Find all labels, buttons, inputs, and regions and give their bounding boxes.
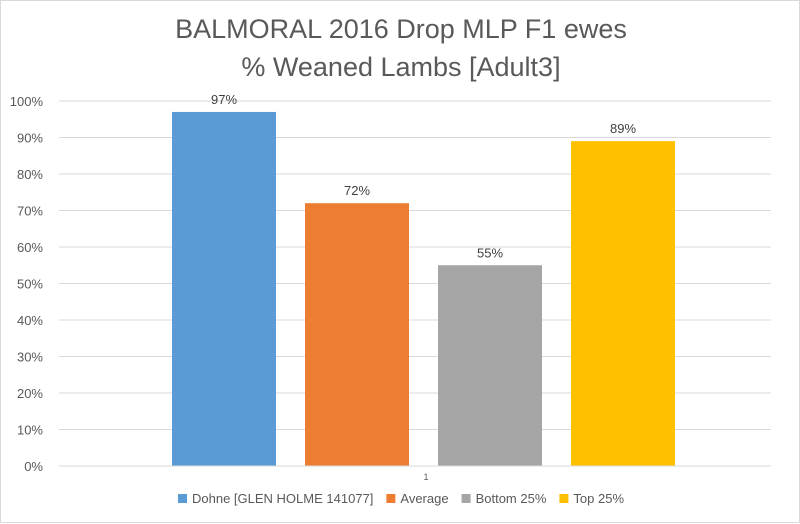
y-tick-label: 30% bbox=[17, 350, 43, 365]
legend-item: Dohne [GLEN HOLME 141077] bbox=[178, 491, 373, 506]
bar-average bbox=[305, 203, 409, 466]
data-label: 97% bbox=[211, 92, 237, 107]
y-tick-label: 50% bbox=[17, 277, 43, 292]
y-tick-label: 20% bbox=[17, 386, 43, 401]
data-labels: 97% 72% 55% 89% bbox=[211, 92, 636, 260]
bar-bottom-25 bbox=[438, 265, 542, 466]
legend-label: Average bbox=[400, 491, 448, 506]
y-axis-ticks: 0% 10% 20% 30% 40% 50% 60% 70% 80% 90% 100% bbox=[10, 94, 44, 474]
legend-swatch bbox=[386, 494, 396, 503]
bars bbox=[172, 111, 675, 466]
y-tick-label: 40% bbox=[17, 313, 43, 328]
legend-label: Dohne [GLEN HOLME 141077] bbox=[192, 491, 373, 506]
legend-swatch bbox=[178, 494, 187, 503]
y-tick-label: 0% bbox=[24, 459, 43, 474]
bar-top-25 bbox=[571, 141, 675, 466]
y-tick-label: 60% bbox=[17, 240, 43, 255]
legend-swatch bbox=[559, 494, 569, 503]
legend-item: Top 25% bbox=[559, 491, 624, 506]
legend-label: Bottom 25% bbox=[476, 491, 547, 506]
y-tick-label: 80% bbox=[17, 167, 43, 182]
y-tick-label: 10% bbox=[17, 423, 43, 438]
chart-title: BALMORAL 2016 Drop MLP F1 ewes bbox=[175, 14, 627, 44]
legend-swatch bbox=[461, 494, 471, 503]
legend-label: Top 25% bbox=[573, 491, 624, 506]
x-category-label: 1 bbox=[423, 472, 428, 482]
y-tick-label: 100% bbox=[10, 94, 44, 109]
y-tick-label: 90% bbox=[17, 131, 43, 146]
y-tick-label: 70% bbox=[17, 204, 43, 219]
legend-item: Bottom 25% bbox=[461, 491, 547, 506]
data-label: 72% bbox=[344, 183, 370, 198]
legend-item: Average bbox=[386, 491, 449, 506]
data-label: 89% bbox=[610, 121, 636, 136]
bar-dohne-glen-holme-141077 bbox=[172, 111, 276, 466]
chart-subtitle: % Weaned Lambs [Adult3] bbox=[241, 52, 560, 82]
data-label: 55% bbox=[477, 245, 503, 260]
legend: Dohne [GLEN HOLME 141077] Average Bottom 2… bbox=[178, 491, 624, 506]
